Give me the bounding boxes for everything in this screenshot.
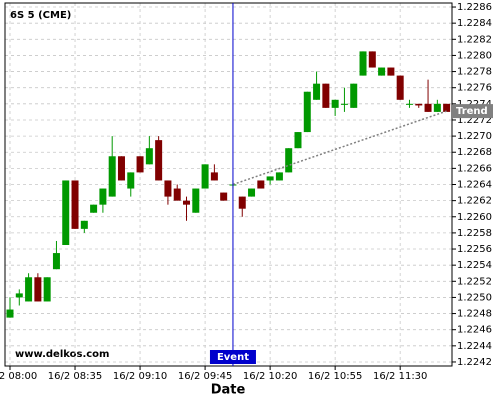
x-tick-label: 16/2 09:10 <box>113 371 167 382</box>
x-tick-label: 16/2 09:45 <box>178 371 232 382</box>
candle-body <box>359 51 367 76</box>
candle-body <box>303 91 311 133</box>
x-tick-label: 16/2 08:00 <box>0 371 37 382</box>
candle-body <box>322 83 330 108</box>
chart-title: 6S 5 (CME) <box>10 10 71 21</box>
candle-body <box>294 132 302 149</box>
y-tick-label: 1.2272 <box>457 115 492 126</box>
y-tick-label: 1.2246 <box>457 325 492 336</box>
y-tick-label: 1.2262 <box>457 196 492 207</box>
y-tick-label: 1.2268 <box>457 147 492 158</box>
candle-body <box>387 67 395 76</box>
candle-body <box>350 83 358 108</box>
candle-body <box>108 156 116 197</box>
candle-body <box>62 180 70 245</box>
y-tick-label: 1.2254 <box>457 260 492 271</box>
y-tick-label: 1.2242 <box>457 357 492 368</box>
candle-body <box>145 148 153 165</box>
event-label: Event <box>217 352 249 363</box>
candle-body <box>275 172 283 181</box>
x-tick-label: 16/2 10:55 <box>308 371 362 382</box>
candle-body <box>220 192 228 201</box>
y-tick-label: 1.2260 <box>457 212 492 223</box>
trend-badge <box>453 104 493 119</box>
y-tick-label: 1.2256 <box>457 244 492 255</box>
candle-body <box>433 103 441 112</box>
y-tick-label: 1.2248 <box>457 309 492 320</box>
candle-body <box>173 188 181 201</box>
y-tick-label: 1.2286 <box>457 2 492 13</box>
y-tick-label: 1.2264 <box>457 180 492 191</box>
plot-frame <box>4 2 453 367</box>
candle-body <box>238 196 246 209</box>
candle-body <box>164 180 172 197</box>
candle-body <box>378 67 386 76</box>
y-tick-label: 1.2244 <box>457 341 492 352</box>
y-tick-label: 1.2252 <box>457 276 492 287</box>
watermark: www.delkos.com <box>15 349 109 360</box>
x-tick-label: 16/2 10:20 <box>243 371 297 382</box>
candle-body <box>183 200 191 205</box>
y-tick-label: 1.2266 <box>457 163 492 174</box>
candle-body <box>192 188 200 213</box>
candle-body <box>117 156 125 181</box>
trend-label: Trend <box>456 106 488 117</box>
candle-body <box>43 277 51 302</box>
candle-body <box>443 103 451 112</box>
candle-body <box>136 156 144 173</box>
y-tick-label: 1.2258 <box>457 228 492 239</box>
y-tick-label: 1.2278 <box>457 67 492 78</box>
candle-body <box>313 83 321 100</box>
candle-body <box>99 188 107 205</box>
candle-body <box>257 180 265 189</box>
candle-body <box>368 51 376 68</box>
x-tick-label: 16/2 11:30 <box>373 371 427 382</box>
y-tick-label: 1.2276 <box>457 83 492 94</box>
candle-body <box>127 172 135 189</box>
y-tick-label: 1.2282 <box>457 34 492 45</box>
candle-body <box>34 277 42 302</box>
candle-body <box>424 103 432 112</box>
candle-body <box>15 293 23 298</box>
candle-body <box>285 148 293 173</box>
candle-body <box>266 176 274 181</box>
candle-body <box>71 180 79 229</box>
candle-body <box>155 140 163 181</box>
candle-body <box>396 75 404 100</box>
candle-body <box>415 103 423 106</box>
candle-body <box>201 164 209 189</box>
y-tick-label: 1.2280 <box>457 50 492 61</box>
y-tick-label: 1.2250 <box>457 292 492 303</box>
x-tick-label: 16/2 08:35 <box>48 371 102 382</box>
event-badge <box>209 350 256 364</box>
candle-body <box>248 188 256 197</box>
candle-body <box>210 172 218 181</box>
candle-body <box>340 103 348 105</box>
y-tick-label: 1.2270 <box>457 131 492 142</box>
candle-body <box>80 220 88 229</box>
x-axis-label: Date <box>211 383 246 398</box>
candle-body <box>90 204 98 213</box>
candle-body <box>405 103 413 105</box>
candle-body <box>25 277 33 302</box>
candle-body <box>6 309 14 318</box>
y-tick-label: 1.2284 <box>457 18 492 29</box>
trend-line <box>232 110 447 186</box>
candle-body <box>331 99 339 108</box>
candle-body <box>52 253 60 270</box>
